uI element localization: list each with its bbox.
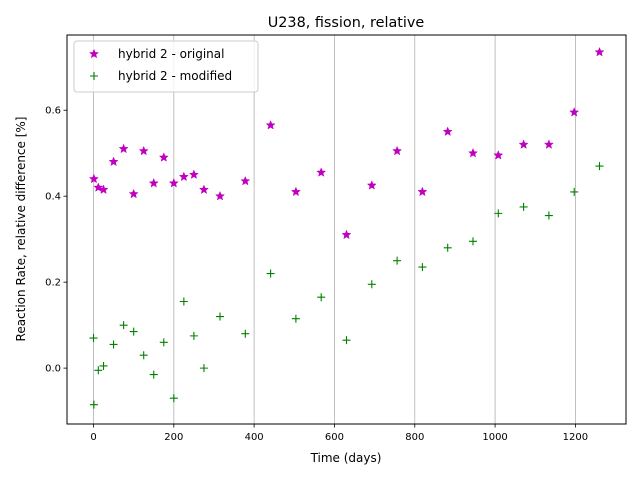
data-point-original xyxy=(128,188,139,199)
legend-marker-plus-icon xyxy=(90,72,98,80)
data-point-original xyxy=(158,152,169,162)
x-tick-label: 400 xyxy=(245,432,264,443)
data-point-modified xyxy=(367,280,376,289)
data-point-modified xyxy=(544,211,553,220)
x-tick-label: 1000 xyxy=(482,432,507,443)
chart-title: U238, fission, relative xyxy=(268,15,425,31)
data-point-original xyxy=(88,173,99,184)
data-point-modified xyxy=(342,336,351,345)
data-point-original xyxy=(118,143,129,154)
data-point-original xyxy=(138,145,149,156)
data-point-original xyxy=(265,119,276,130)
data-point-modified xyxy=(119,321,128,330)
x-tick-label: 0 xyxy=(90,432,96,443)
x-tick-label: 1200 xyxy=(563,432,588,443)
legend-label-original: hybrid 2 - original xyxy=(118,47,224,61)
data-point-original xyxy=(168,178,179,188)
data-point-modified xyxy=(129,327,138,336)
data-point-original xyxy=(93,182,104,192)
x-axis-label: Time (days) xyxy=(310,451,382,465)
data-point-original xyxy=(594,46,605,57)
data-markers xyxy=(88,46,605,409)
legend: hybrid 2 - original hybrid 2 - modified xyxy=(73,40,259,93)
data-point-original xyxy=(98,184,109,195)
data-point-modified xyxy=(494,209,503,218)
y-axis-label: Reaction Rate, relative difference [%] xyxy=(14,117,28,342)
data-point-modified xyxy=(393,256,402,265)
data-point-modified xyxy=(216,312,225,321)
x-tick-label: 600 xyxy=(325,432,344,443)
data-point-original xyxy=(417,186,428,197)
data-point-modified xyxy=(159,338,168,347)
data-point-original xyxy=(240,175,251,186)
data-point-modified xyxy=(139,351,148,360)
data-point-modified xyxy=(199,364,208,373)
data-point-modified xyxy=(519,202,528,211)
y-tick-label: 0.6 xyxy=(45,106,61,117)
data-point-original xyxy=(543,139,554,149)
data-point-modified xyxy=(241,329,250,338)
data-point-modified xyxy=(266,269,275,278)
data-point-modified xyxy=(595,162,604,171)
data-point-original xyxy=(188,169,199,179)
data-point-original xyxy=(178,171,189,182)
y-tick-label: 0.4 xyxy=(45,192,61,203)
legend-box xyxy=(73,40,259,93)
data-point-original xyxy=(366,180,377,190)
grid-lines xyxy=(93,35,576,424)
data-point-modified xyxy=(570,187,579,196)
data-point-original xyxy=(148,178,159,188)
data-point-original xyxy=(214,190,226,201)
data-point-modified xyxy=(109,340,118,349)
data-point-modified xyxy=(189,331,198,340)
data-point-modified xyxy=(149,370,158,379)
axis-ticks: 0 200 400 600 800 1000 1200 0.0 0.2 0.4 0.6 xyxy=(45,106,588,443)
x-tick-label: 800 xyxy=(405,432,424,443)
plot-frame xyxy=(66,34,627,425)
legend-label-modified: hybrid 2 - modified xyxy=(118,69,232,83)
data-point-original xyxy=(198,184,209,195)
legend-marker-star-icon xyxy=(88,48,100,59)
data-point-modified xyxy=(317,293,326,302)
y-tick-label: 0.0 xyxy=(45,364,61,375)
data-point-original xyxy=(316,167,327,177)
legend-star-marker xyxy=(88,48,100,59)
x-tick-label: 200 xyxy=(164,432,183,443)
data-point-original xyxy=(341,229,352,240)
data-point-modified xyxy=(169,394,178,403)
data-point-original xyxy=(467,147,479,158)
data-point-modified xyxy=(443,243,452,252)
data-point-modified xyxy=(291,314,300,323)
legend-plus-marker xyxy=(90,72,98,80)
y-tick-label: 0.2 xyxy=(45,278,61,289)
data-point-original xyxy=(290,186,301,197)
data-point-original xyxy=(493,150,504,160)
data-point-original xyxy=(518,139,529,149)
data-point-modified xyxy=(89,400,98,409)
data-point-modified xyxy=(94,366,103,375)
data-point-modified xyxy=(179,297,188,306)
data-point-original xyxy=(569,107,580,117)
data-point-modified xyxy=(468,237,477,246)
data-point-modified xyxy=(418,263,427,272)
data-point-original xyxy=(442,126,453,136)
data-point-modified xyxy=(89,334,98,343)
data-point-modified xyxy=(99,361,108,370)
data-point-original xyxy=(392,145,403,156)
data-point-original xyxy=(108,156,119,167)
